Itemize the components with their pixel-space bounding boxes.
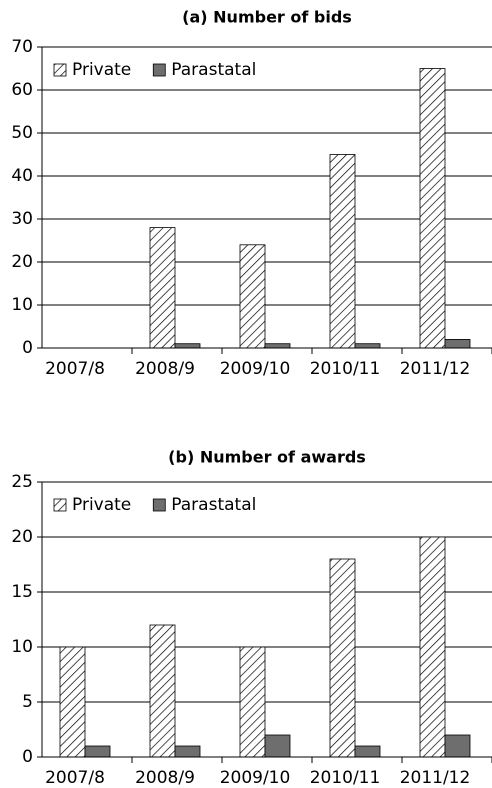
y-tick-label: 60 bbox=[11, 80, 33, 100]
bar bbox=[59, 646, 86, 758]
y-tick-label: 25 bbox=[11, 472, 33, 492]
legend-swatch bbox=[53, 498, 67, 512]
bar bbox=[354, 343, 381, 349]
y-tick-label: 50 bbox=[11, 123, 33, 143]
bar bbox=[174, 343, 201, 349]
y-tick-label: 0 bbox=[22, 747, 33, 767]
bar bbox=[444, 338, 471, 349]
x-tick-label: 2010/11 bbox=[310, 359, 381, 379]
y-tick-label: 20 bbox=[11, 252, 33, 272]
x-tick-label: 2011/12 bbox=[400, 768, 471, 788]
x-tick-label: 2010/11 bbox=[310, 768, 381, 788]
y-tick-label: 10 bbox=[11, 637, 33, 657]
bar bbox=[354, 745, 381, 758]
legend-label: Parastatal bbox=[171, 495, 256, 515]
bar bbox=[329, 558, 356, 758]
bar bbox=[419, 536, 446, 758]
legend-label: Private bbox=[72, 495, 131, 515]
y-tick-label: 20 bbox=[11, 527, 33, 547]
y-tick-label: 5 bbox=[22, 692, 33, 712]
x-tick-label: 2011/12 bbox=[400, 359, 471, 379]
bar bbox=[84, 745, 111, 758]
x-tick-label: 2007/8 bbox=[45, 768, 105, 788]
x-tick-label: 2009/10 bbox=[220, 768, 291, 788]
legend-swatch bbox=[53, 63, 67, 77]
legend-label: Parastatal bbox=[171, 60, 256, 80]
y-tick-label: 10 bbox=[11, 295, 33, 315]
bar bbox=[264, 343, 291, 349]
chart-title: (a) Number of bids bbox=[182, 8, 352, 27]
legend-swatch bbox=[152, 498, 166, 512]
bar bbox=[239, 646, 266, 758]
x-tick-label: 2009/10 bbox=[220, 359, 291, 379]
bar bbox=[149, 624, 176, 758]
bar bbox=[174, 745, 201, 758]
legend-swatch bbox=[152, 63, 166, 77]
y-tick-label: 30 bbox=[11, 209, 33, 229]
chart-title: (b) Number of awards bbox=[168, 448, 366, 467]
bar bbox=[149, 227, 176, 349]
y-tick-label: 40 bbox=[11, 166, 33, 186]
x-tick-label: 2008/9 bbox=[135, 768, 195, 788]
y-tick-label: 15 bbox=[11, 582, 33, 602]
x-tick-label: 2007/8 bbox=[45, 359, 105, 379]
bar bbox=[419, 68, 446, 349]
bar bbox=[264, 734, 291, 758]
bar bbox=[329, 154, 356, 349]
bar bbox=[444, 734, 471, 758]
bar bbox=[239, 244, 266, 349]
y-tick-label: 0 bbox=[22, 338, 33, 358]
y-tick-label: 70 bbox=[11, 37, 33, 57]
legend-label: Private bbox=[72, 60, 131, 80]
x-tick-label: 2008/9 bbox=[135, 359, 195, 379]
